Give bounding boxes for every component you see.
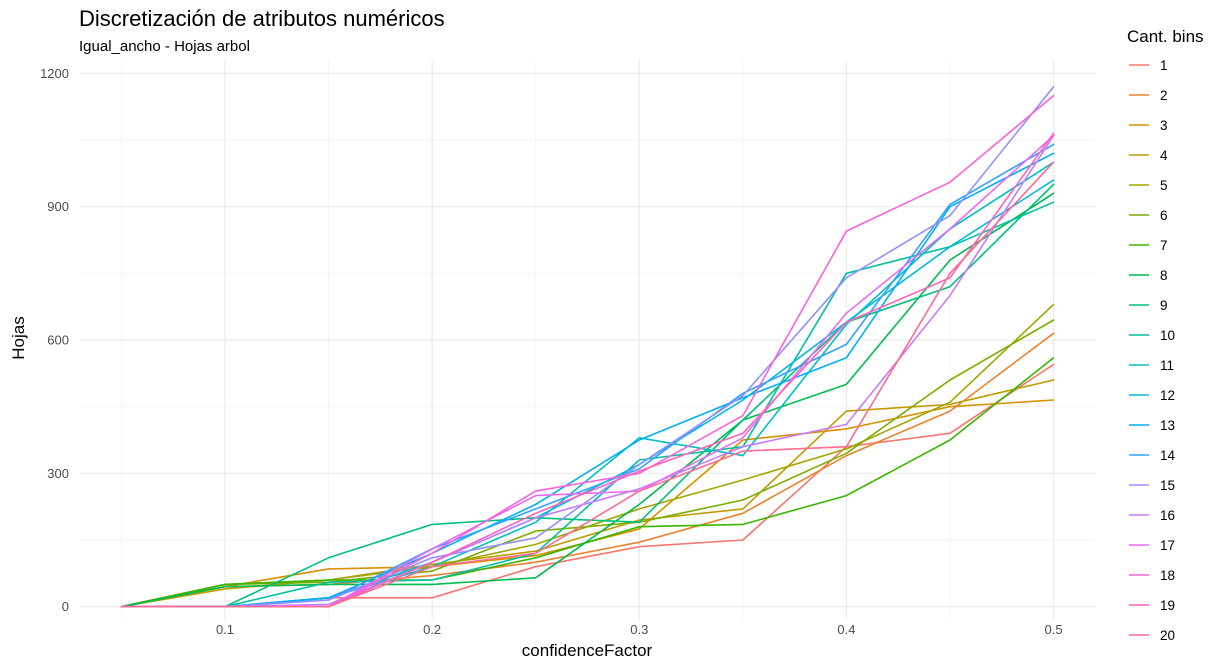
legend-label-13: 13 [1160,418,1175,433]
legend: Cant. bins 12345678910111213141516171819… [1127,27,1204,643]
legend-label-4: 4 [1160,148,1168,163]
series-line-6 [120,319,1055,608]
series-line-15 [120,85,1055,608]
y-tick-label: 600 [47,333,69,348]
series-line-8 [120,192,1055,608]
x-tick-label: 0.1 [216,622,234,637]
legend-label-11: 11 [1160,358,1174,373]
legend-label-6: 6 [1160,208,1168,223]
chart-title: Discretización de atributos numéricos [79,6,445,31]
legend-title: Cant. bins [1127,27,1204,46]
x-tick-label: 0.4 [837,622,855,637]
legend-label-20: 20 [1160,628,1175,643]
legend-label-12: 12 [1160,388,1175,403]
x-axis-ticks: 0.1 0.2 0.3 0.4 0.5 [216,622,1063,637]
legend-label-5: 5 [1160,178,1168,193]
y-tick-label: 0 [62,599,69,614]
x-axis-title: confidenceFactor [522,641,653,660]
legend-label-19: 19 [1160,598,1175,613]
x-tick-label: 0.5 [1045,622,1063,637]
y-axis-title: Hojas [9,316,28,359]
series-line-14 [120,143,1055,608]
series-line-2 [120,332,1055,608]
legend-label-1: 1 [1160,58,1168,73]
legend-label-18: 18 [1160,568,1175,583]
legend-label-9: 9 [1160,298,1168,313]
series-line-1 [120,363,1055,608]
series-line-20 [120,161,1055,608]
series-line-10 [120,201,1055,608]
legend-label-10: 10 [1160,328,1175,343]
legend-label-14: 14 [1160,448,1176,463]
legend-label-3: 3 [1160,118,1168,133]
legend-label-8: 8 [1160,268,1168,283]
series-line-18 [120,94,1055,608]
x-tick-label: 0.2 [423,622,441,637]
x-tick-label: 0.3 [630,622,648,637]
legend-label-2: 2 [1160,88,1168,103]
series-line-13 [120,152,1055,608]
series-line-5 [120,303,1055,608]
grid [80,60,1095,620]
series-lines [120,85,1055,608]
y-tick-label: 300 [47,466,69,481]
y-tick-label: 1200 [40,66,69,81]
y-axis-ticks: 0 300 600 900 1200 [40,66,69,614]
series-line-4 [120,379,1055,608]
legend-label-15: 15 [1160,478,1175,493]
chart-subtitle: Igual_ancho - Hojas arbol [79,38,250,55]
legend-label-17: 17 [1160,538,1175,553]
y-tick-label: 900 [47,199,69,214]
legend-label-16: 16 [1160,508,1175,523]
legend-label-7: 7 [1160,238,1168,253]
series-line-9 [120,183,1055,608]
